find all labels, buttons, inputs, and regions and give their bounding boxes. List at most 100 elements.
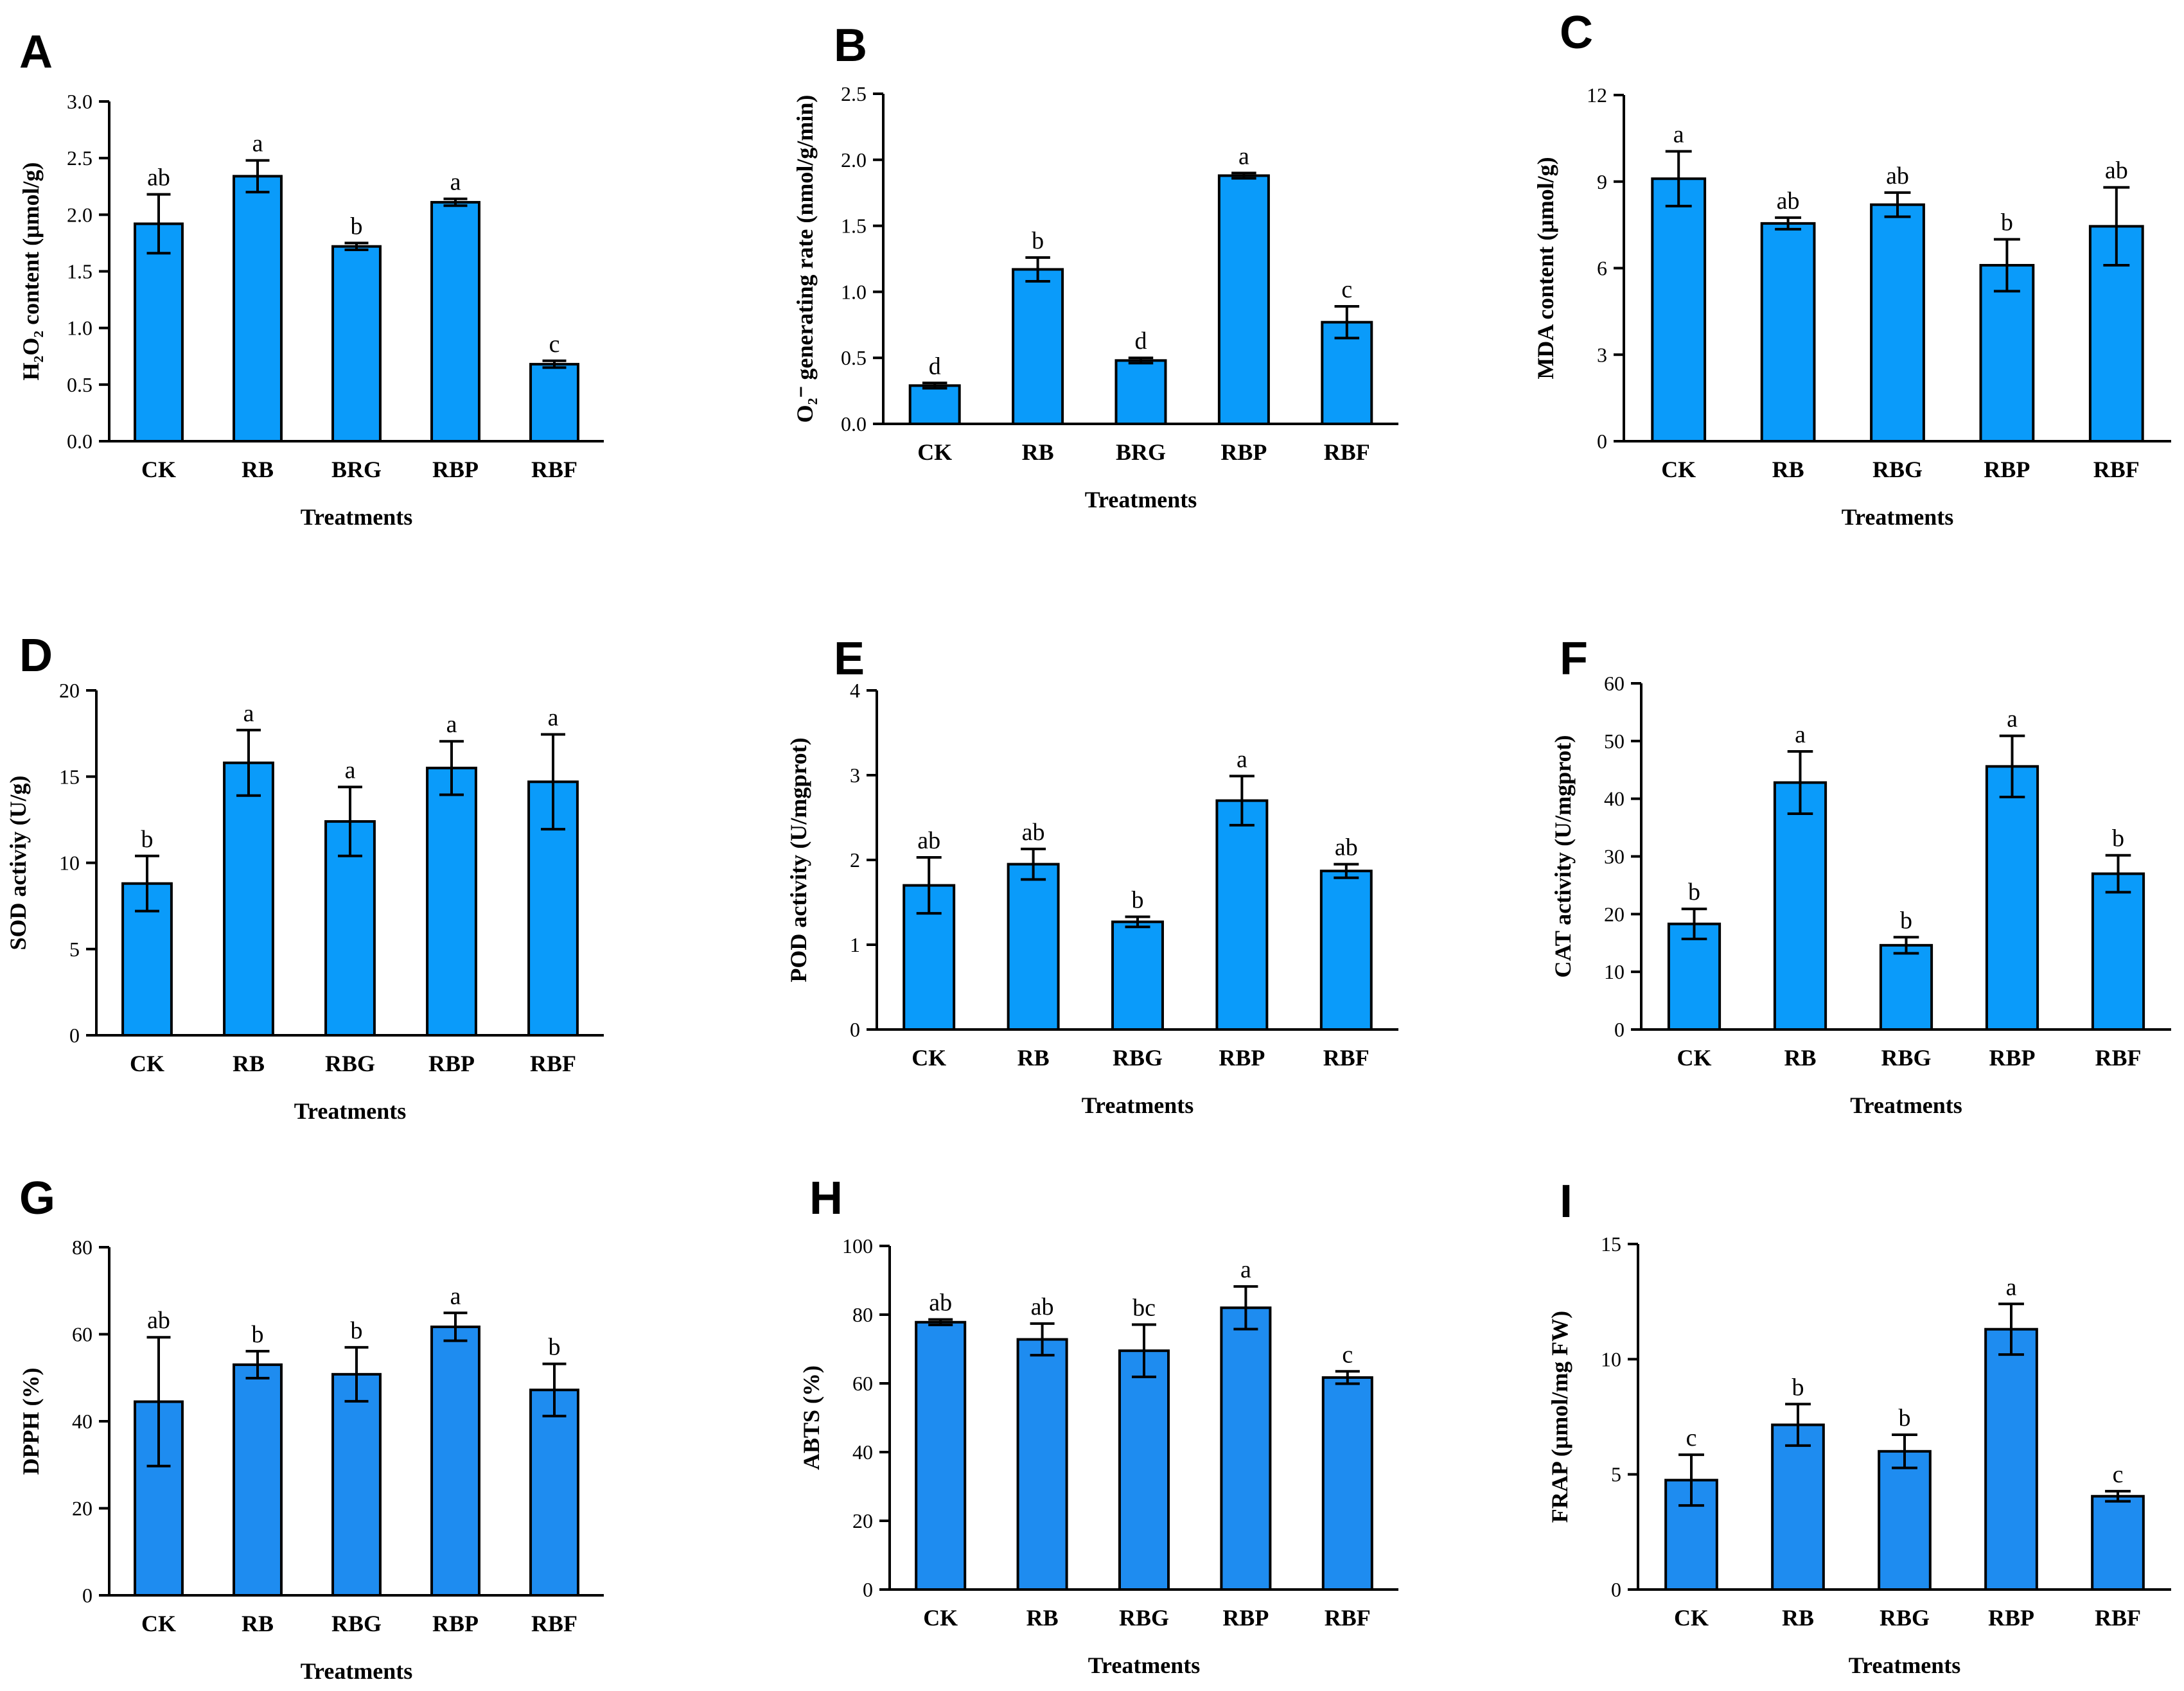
panel-f-y-tick-label: 20: [1604, 902, 1625, 925]
panel-b-y-tick-label: 1.0: [841, 280, 867, 303]
panel-i-category-rbg: RBG: [1880, 1605, 1930, 1631]
panel-b-significance-rb: b: [1032, 227, 1044, 254]
panel-g-y-tick-label: 80: [72, 1236, 92, 1259]
panel-i-error-bar-ck: [1678, 1453, 1704, 1507]
panel-h-significance-rb: ab: [1031, 1293, 1054, 1320]
panel-h-significance-ck: ab: [929, 1289, 952, 1316]
panel-a-bar-brg: [331, 245, 382, 442]
panel-e-y-tick-label: 3: [850, 764, 860, 787]
panel-a-significance-rbf: c: [549, 331, 560, 358]
panel-a-significance-rbp: a: [450, 169, 461, 196]
panel-f-error-bar-rb: [1787, 750, 1813, 816]
panel-g-significance-rbf: b: [549, 1334, 561, 1361]
panel-e-y-tick-label: 4: [850, 679, 860, 702]
panel-c-significance-rbf: ab: [2105, 157, 2128, 184]
panel-f-error-bar-ck: [1681, 907, 1707, 940]
panel-b-y-tick-label: 1.5: [841, 215, 867, 238]
panel-a-y-tick-label: 0.0: [67, 430, 92, 453]
panel-f-letter: F: [1560, 633, 1588, 685]
panel-c-significance-ck: a: [1673, 121, 1684, 148]
panel-c-error-bar-ck: [1665, 150, 1692, 207]
panel-e-letter: E: [834, 633, 865, 685]
panel-h-bar-rb: [1016, 1338, 1068, 1591]
panel-g-error-bar-rb: [245, 1349, 270, 1380]
panel-a-significance-ck: ab: [147, 164, 170, 191]
panel-g-bar-rbf: [529, 1389, 579, 1597]
panel-d-error-bar-rbf: [541, 733, 565, 831]
panel-b-error-bar-rb: [1025, 256, 1050, 283]
panel-e-significance-rbf: ab: [1335, 834, 1358, 861]
panel-d-category-rb: RB: [233, 1051, 265, 1076]
panel-a-error-bar-ck: [146, 193, 171, 255]
panel-a-bar-rbp: [430, 200, 480, 442]
panel-h-error-bar-rbp: [1233, 1285, 1258, 1331]
panel-h-y-tick-label: 20: [852, 1509, 873, 1532]
panel-i-significance-ck: c: [1686, 1424, 1697, 1451]
panel-d-category-rbg: RBG: [325, 1051, 375, 1076]
panel-i-error-bar-rbg: [1892, 1433, 1917, 1469]
panel-d-y-tick-label: 15: [59, 765, 80, 788]
panel-c-error-bar-rb: [1775, 216, 1802, 231]
panel-g-letter: G: [19, 1173, 55, 1224]
panel-h-bar-rbp: [1220, 1306, 1272, 1591]
panel-g-error-bar-rbf: [542, 1362, 567, 1417]
panel-f-y-tick-label: 30: [1604, 845, 1625, 868]
panel-a-error-bar-brg: [344, 241, 369, 251]
panel-d-error-bar-rb: [236, 728, 261, 797]
panel-h-bar-rbf: [1321, 1376, 1373, 1591]
panel-i-bar-rbg: [1878, 1450, 1932, 1591]
panel-e-category-rb: RB: [1017, 1045, 1050, 1071]
panel-f-y-tick-label: 10: [1604, 960, 1625, 983]
panel-b-category-ck: CK: [917, 439, 952, 465]
panel-i-error-bar-rb: [1785, 1403, 1811, 1447]
panel-b-bar-brg: [1114, 359, 1167, 426]
panel-g-significance-rb: b: [252, 1321, 264, 1348]
panel-e-significance-rbp: a: [1237, 746, 1247, 773]
panel-i-letter: I: [1560, 1176, 1572, 1227]
panel-f-category-rb: RB: [1784, 1045, 1816, 1071]
panel-f-significance-ck: b: [1688, 879, 1700, 906]
panel-e-bar-rbp: [1215, 799, 1269, 1031]
panel-b-error-bar-ck: [922, 381, 947, 390]
panel-b-significance-brg: d: [1135, 328, 1147, 355]
panel-a-category-rb: RB: [242, 457, 274, 482]
panel-c-category-rbg: RBG: [1872, 457, 1923, 482]
panel-a-y-tick-label: 1.0: [67, 317, 92, 340]
panel-h-bar-ck: [915, 1320, 967, 1591]
panel-c-bar-rb: [1760, 222, 1816, 442]
panel-g-y-tick-label: 0: [82, 1584, 92, 1607]
panel-a-category-rbp: RBP: [432, 457, 479, 482]
panel-i-y-tick-label: 10: [1601, 1347, 1621, 1371]
panel-d-significance-rbf: a: [548, 704, 559, 731]
panel-d-x-title: Treatments: [294, 1098, 407, 1124]
panel-c-bar-rbf: [2088, 225, 2144, 442]
panel-e-bar-rbg: [1111, 920, 1164, 1031]
panel-e-y-tick-label: 1: [850, 933, 860, 956]
panel-g-category-rb: RB: [242, 1611, 274, 1636]
panel-e-x-title: Treatments: [1082, 1092, 1194, 1118]
panel-i-bar-rb: [1771, 1423, 1825, 1591]
panel-i-significance-rbf: c: [2113, 1461, 2124, 1488]
panel-i-category-rb: RB: [1782, 1605, 1814, 1631]
panel-f-category-rbp: RBP: [1989, 1045, 2036, 1071]
panel-f-x-title: Treatments: [1850, 1092, 1962, 1118]
panel-d-significance-rbg: a: [345, 757, 356, 784]
panel-a-y-tick-label: 2.5: [67, 146, 92, 170]
panel-c-category-rbf: RBF: [2093, 457, 2140, 482]
panel-i-category-rbp: RBP: [1988, 1605, 2034, 1631]
panel-i-error-bar-rbp: [1998, 1302, 2024, 1356]
panel-b-category-rbp: RBP: [1220, 439, 1267, 465]
panel-g-category-rbg: RBG: [331, 1611, 382, 1636]
panel-c-y-tick-label: 3: [1597, 343, 1607, 366]
panel-f-bar-rbp: [1985, 765, 2039, 1031]
panel-b-category-rbf: RBF: [1324, 439, 1370, 465]
panel-b-y-tick-label: 2.0: [841, 148, 867, 171]
panel-f-category-rbg: RBG: [1881, 1045, 1931, 1071]
panel-g-x-title: Treatments: [301, 1658, 413, 1684]
panel-d-bar-rb: [223, 761, 274, 1037]
panel-b-letter: B: [834, 20, 867, 71]
panel-c-x-title: Treatments: [1842, 504, 1954, 530]
panel-g-error-bar-ck: [146, 1336, 171, 1468]
panel-f-significance-rbf: b: [2112, 825, 2124, 852]
